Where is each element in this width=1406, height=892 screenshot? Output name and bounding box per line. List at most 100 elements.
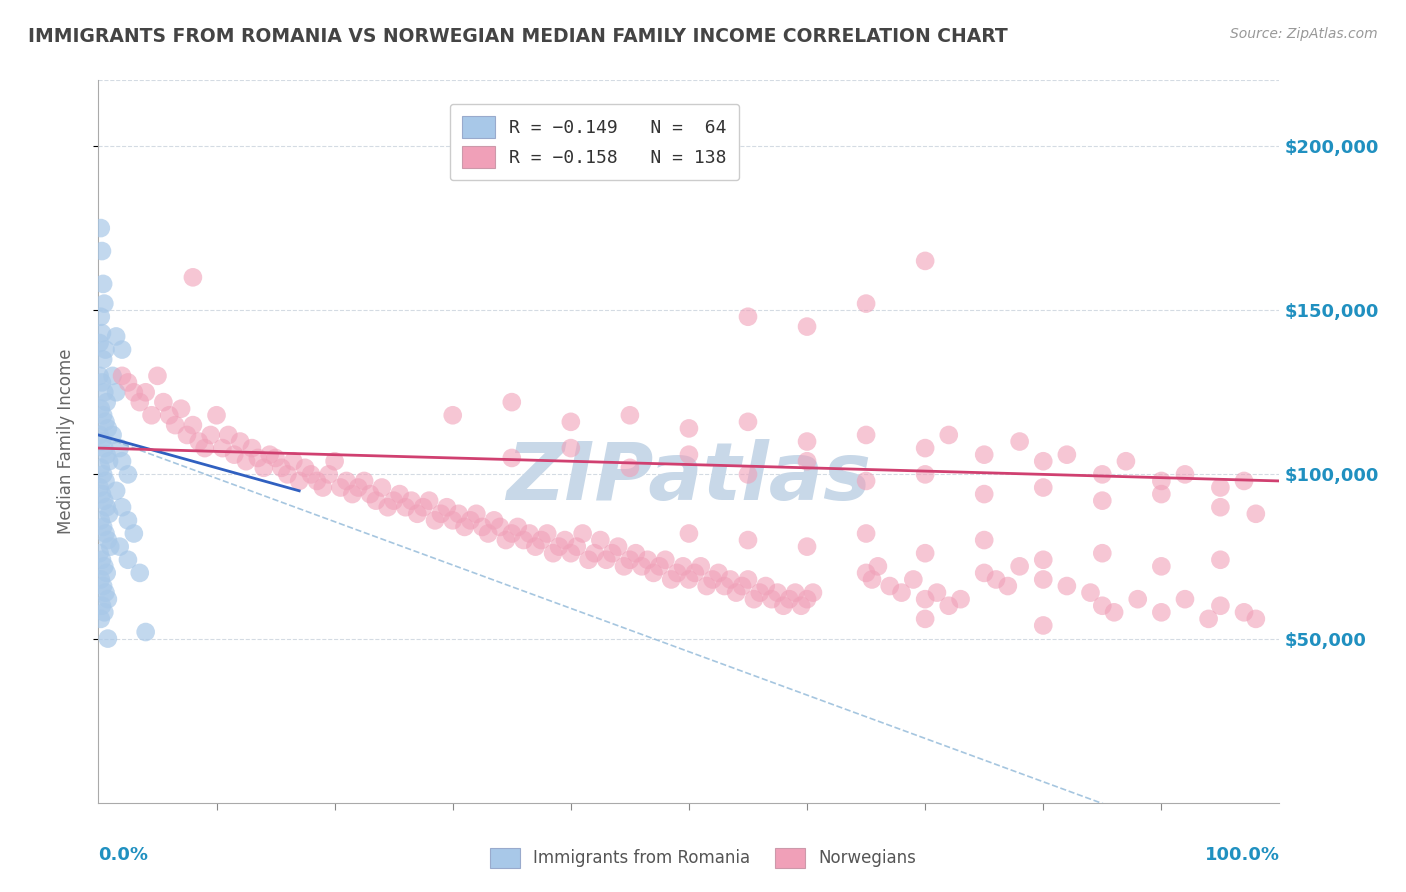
Point <box>187 434 209 449</box>
Point <box>135 625 157 640</box>
Point <box>630 559 652 574</box>
Point <box>170 401 193 416</box>
Point <box>89 368 111 383</box>
Point <box>619 553 641 567</box>
Point <box>97 533 120 547</box>
Point <box>678 421 700 435</box>
Point <box>737 415 759 429</box>
Point <box>501 395 523 409</box>
Point <box>1102 605 1125 619</box>
Point <box>672 559 695 574</box>
Point <box>93 493 115 508</box>
Point <box>1080 585 1102 599</box>
Point <box>654 553 676 567</box>
Legend: R = −0.149   N =  64, R = −0.158   N = 138: R = −0.149 N = 64, R = −0.158 N = 138 <box>450 103 740 180</box>
Point <box>453 520 475 534</box>
Point <box>359 487 381 501</box>
Point <box>489 520 512 534</box>
Point <box>1244 507 1267 521</box>
Point <box>128 566 150 580</box>
Point <box>718 573 741 587</box>
Point <box>772 599 794 613</box>
Point <box>460 513 482 527</box>
Point <box>1008 559 1031 574</box>
Point <box>589 533 612 547</box>
Point <box>436 500 458 515</box>
Point <box>93 385 115 400</box>
Point <box>122 526 145 541</box>
Point <box>1244 612 1267 626</box>
Point <box>91 326 114 341</box>
Point <box>406 507 429 521</box>
Point <box>524 540 547 554</box>
Point <box>501 526 523 541</box>
Point <box>141 409 163 423</box>
Point <box>117 376 139 390</box>
Point <box>89 336 111 351</box>
Point <box>1056 448 1078 462</box>
Point <box>997 579 1019 593</box>
Point <box>755 579 778 593</box>
Point <box>1209 599 1232 613</box>
Point <box>713 579 735 593</box>
Point <box>536 526 558 541</box>
Point <box>93 559 115 574</box>
Point <box>176 428 198 442</box>
Y-axis label: Median Family Income: Median Family Income <box>56 349 75 534</box>
Point <box>1233 474 1256 488</box>
Point <box>294 460 316 475</box>
Point <box>1174 592 1197 607</box>
Point <box>678 526 700 541</box>
Point <box>288 474 311 488</box>
Point <box>97 421 120 435</box>
Point <box>560 415 582 429</box>
Point <box>949 592 972 607</box>
Point <box>91 352 114 367</box>
Point <box>264 450 287 465</box>
Point <box>482 513 505 527</box>
Point <box>90 310 112 324</box>
Point <box>600 546 623 560</box>
Point <box>785 585 807 599</box>
Point <box>925 585 948 599</box>
Point <box>1032 553 1054 567</box>
Point <box>973 533 995 547</box>
Point <box>117 553 139 567</box>
Point <box>707 566 730 580</box>
Point <box>101 428 124 442</box>
Point <box>737 310 759 324</box>
Point <box>89 481 111 495</box>
Point <box>91 579 114 593</box>
Point <box>766 585 789 599</box>
Point <box>412 500 434 515</box>
Point <box>217 428 239 442</box>
Point <box>430 507 453 521</box>
Point <box>90 221 112 235</box>
Point <box>973 448 995 462</box>
Point <box>866 559 889 574</box>
Point <box>619 460 641 475</box>
Point <box>371 481 394 495</box>
Point <box>89 428 111 442</box>
Point <box>860 573 883 587</box>
Point <box>181 270 204 285</box>
Point <box>796 540 818 554</box>
Point <box>253 460 276 475</box>
Point <box>519 526 541 541</box>
Point <box>1032 618 1054 632</box>
Point <box>246 450 269 465</box>
Point <box>973 566 995 580</box>
Point <box>91 376 114 390</box>
Point <box>1150 474 1173 488</box>
Point <box>447 507 470 521</box>
Point <box>299 467 322 482</box>
Point <box>678 573 700 587</box>
Point <box>96 500 118 515</box>
Point <box>91 277 114 291</box>
Point <box>465 507 488 521</box>
Point <box>96 395 118 409</box>
Point <box>796 319 818 334</box>
Point <box>229 434 252 449</box>
Point <box>696 579 718 593</box>
Point <box>643 566 665 580</box>
